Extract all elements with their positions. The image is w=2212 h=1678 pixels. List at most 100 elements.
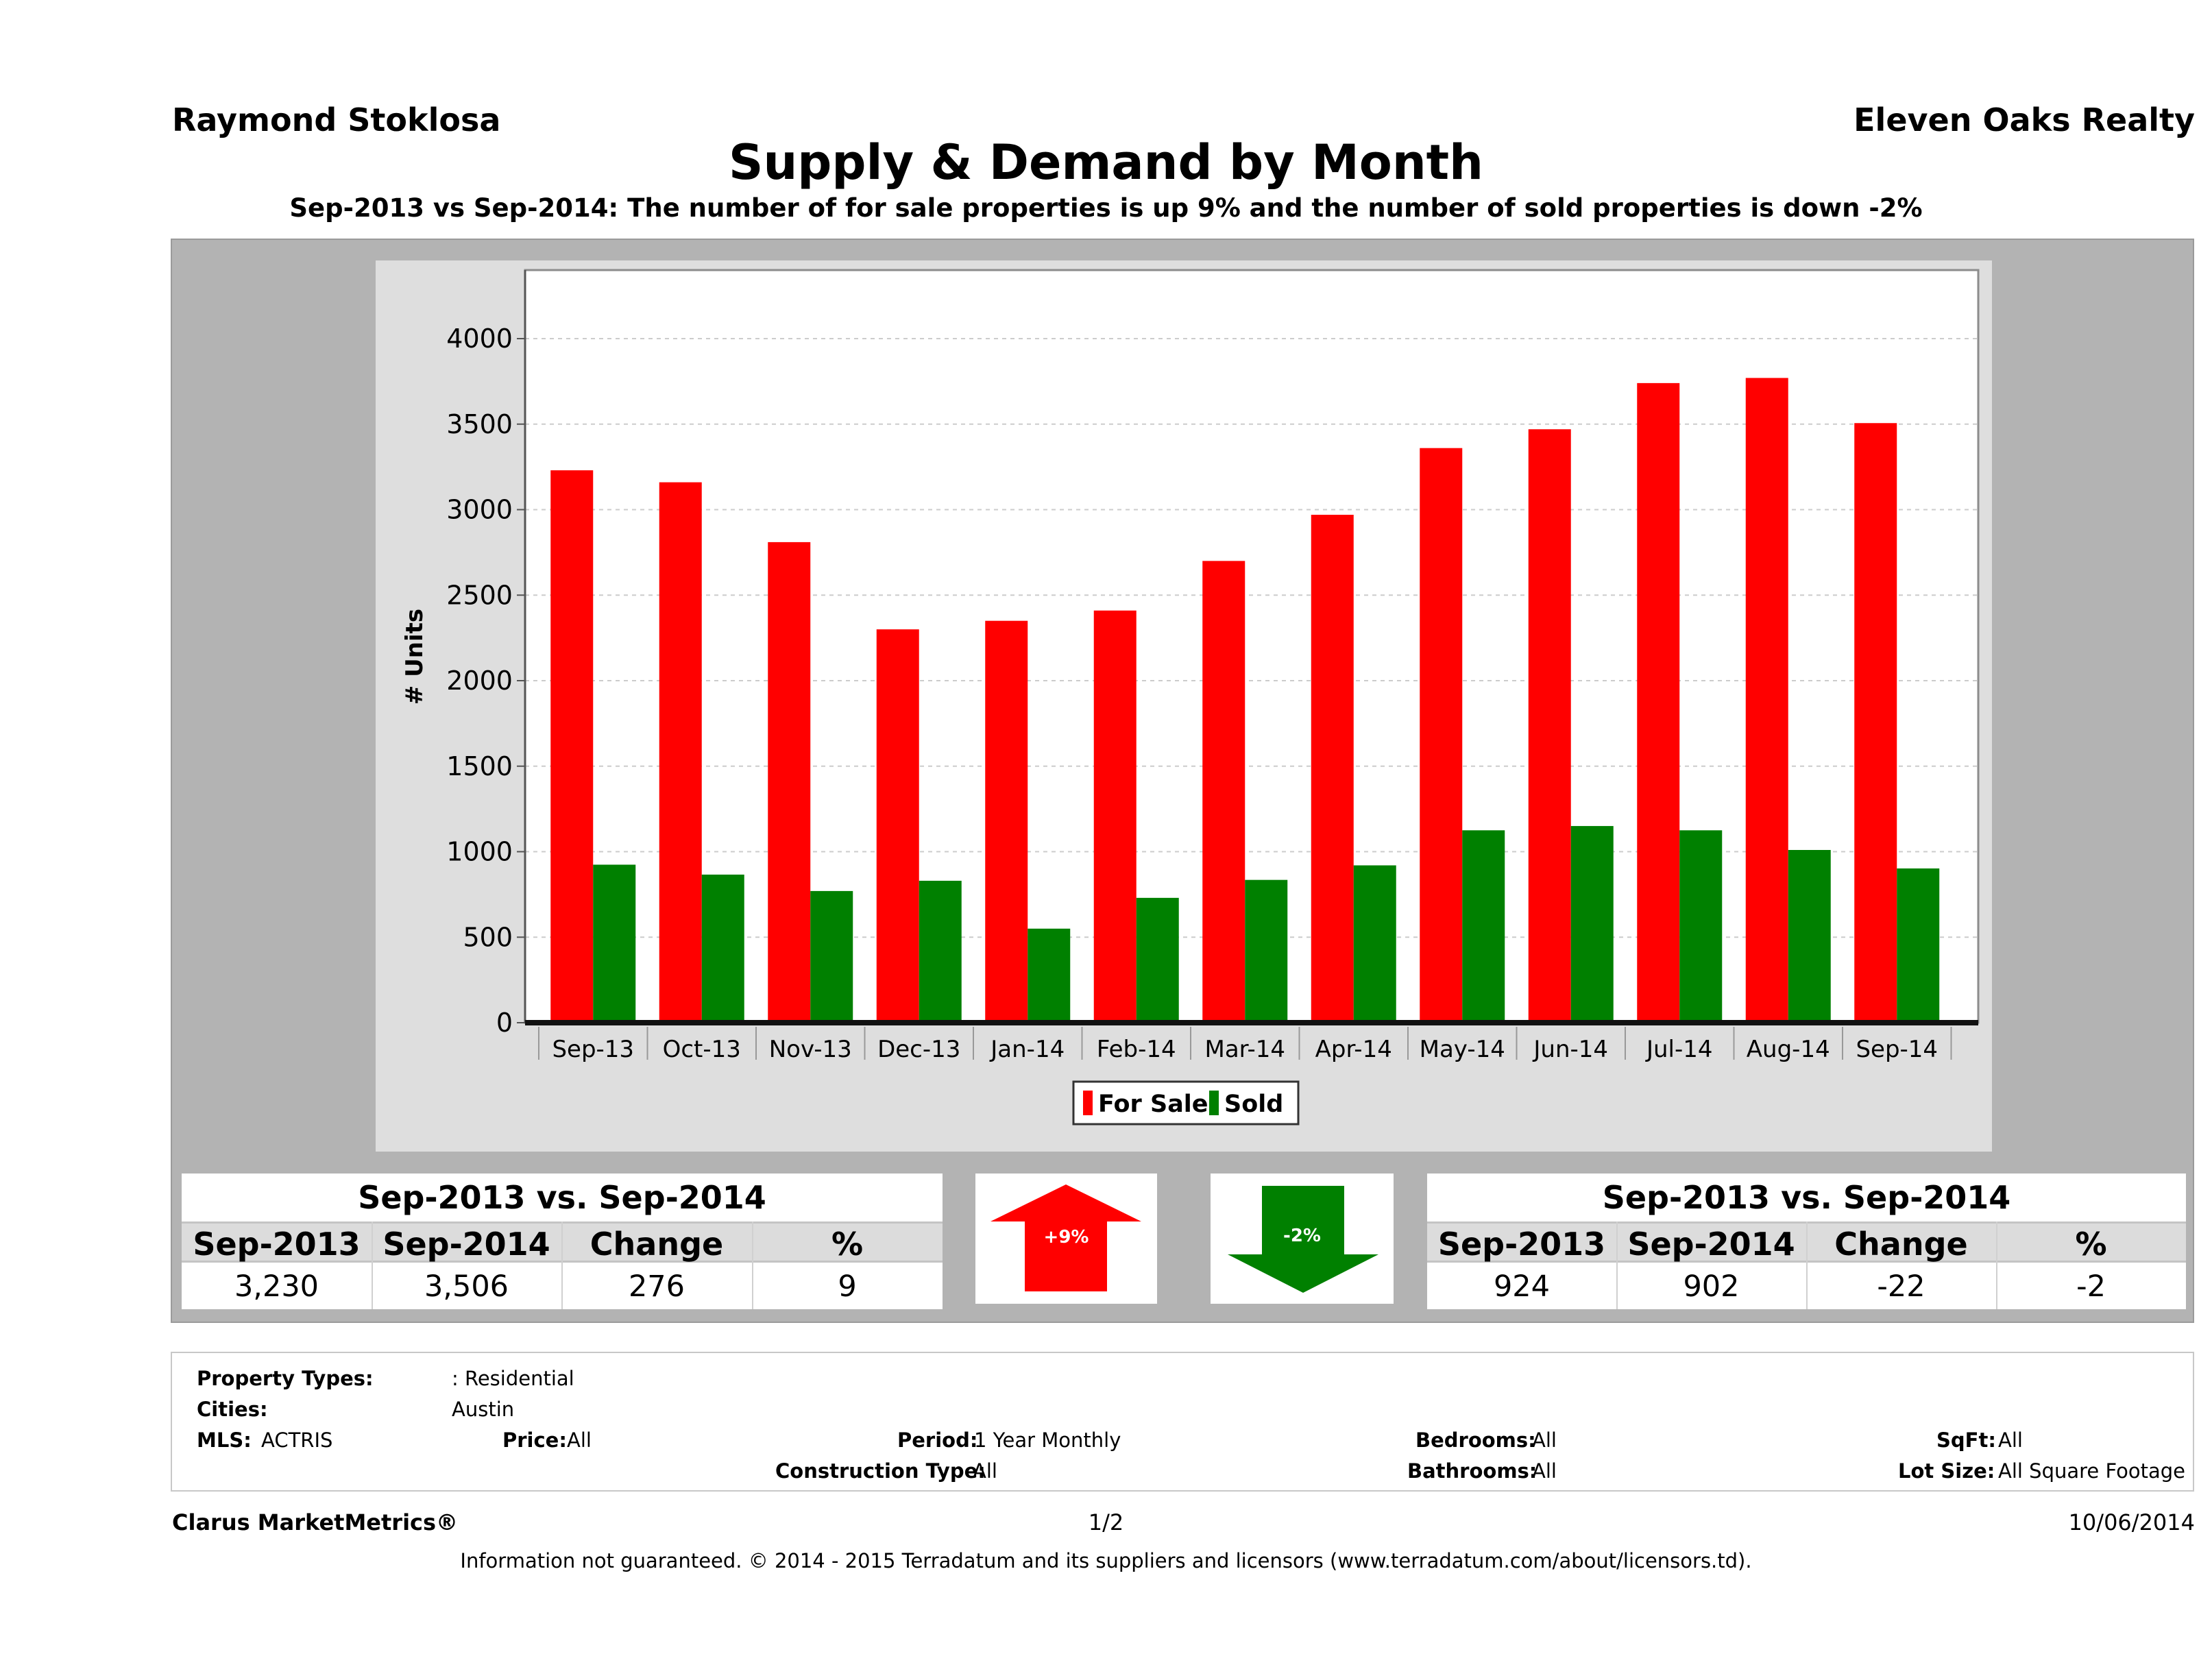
y-tick-label: 2500 [446, 580, 513, 610]
x-tick-label: Mar-14 [1204, 1036, 1285, 1063]
bar-sold-sep-13 [593, 864, 636, 1023]
bar-for-sale-dec-13 [876, 629, 919, 1023]
property-types-value: : Residential [452, 1367, 574, 1390]
for-sale-value-change: 276 [628, 1269, 685, 1304]
disclaimer: Information not guaranteed. © 2014 - 201… [460, 1549, 1752, 1572]
for-sale-col-sep-2014: Sep-2014 [382, 1226, 550, 1263]
mls-value: ACTRIS [261, 1428, 333, 1452]
down-arrow-icon [1228, 1186, 1378, 1293]
bar-sold-oct-13 [701, 874, 744, 1023]
for-sale-value-sep-2014: 3,506 [424, 1269, 509, 1304]
bar-for-sale-oct-13 [659, 482, 702, 1023]
bar-for-sale-jul-14 [1637, 382, 1680, 1023]
product-name: Clarus MarketMetrics® [172, 1509, 459, 1535]
y-axis-label: # Units [401, 609, 428, 705]
sold-col-sep-2013: Sep-2013 [1437, 1226, 1606, 1263]
bar-for-sale-feb-14 [1093, 610, 1137, 1023]
legend-label-sold: Sold [1224, 1091, 1283, 1118]
page-title: Supply & Demand by Month [729, 134, 1483, 191]
x-tick-label: Sep-13 [552, 1036, 634, 1063]
for-sale-value-percent: 9 [838, 1269, 857, 1304]
y-tick-label: 1000 [446, 837, 513, 867]
sold-value-sep-2014: 902 [1683, 1269, 1740, 1304]
page-subtitle: Sep-2013 vs Sep-2014: The number of for … [289, 193, 1923, 223]
brokerage-name: Eleven Oaks Realty [1854, 101, 2195, 138]
bar-for-sale-jan-14 [985, 620, 1028, 1023]
for-sale-col-percent: % [831, 1226, 864, 1263]
legend: For Sale Sold [1072, 1080, 1300, 1126]
sold-stats-heading: Sep-2013 vs. Sep-2014 [1602, 1179, 2011, 1216]
bar-for-sale-sep-13 [550, 470, 594, 1023]
bar-for-sale-sep-14 [1854, 423, 1897, 1023]
bedrooms-value: All [1532, 1428, 1557, 1452]
divider [752, 1221, 753, 1309]
sold-value-percent: -2 [2076, 1269, 2106, 1304]
bar-sold-nov-13 [810, 890, 853, 1023]
legend-box [1072, 1080, 1300, 1126]
sqft-value: All [1998, 1428, 2023, 1452]
x-tick-label: Feb-14 [1097, 1036, 1176, 1063]
x-tick-label: Apr-14 [1315, 1036, 1392, 1063]
for-sale-col-change: Change [590, 1226, 724, 1263]
sqft-label: SqFt: [1936, 1428, 1996, 1452]
x-tick-label: Aug-14 [1747, 1036, 1830, 1063]
price-label: Price: [502, 1428, 567, 1452]
sold-stats-table: Sep-2013 vs. Sep-2014 Sep-2013 Sep-2014 … [1427, 1174, 2186, 1309]
y-tick-label: 4000 [446, 324, 513, 354]
report-date: 10/06/2014 [2068, 1509, 2195, 1535]
for-sale-value-sep-2013: 3,230 [234, 1269, 319, 1304]
bathrooms-label: Bathrooms: [1407, 1459, 1538, 1483]
bar-for-sale-nov-13 [768, 542, 811, 1023]
bar-sold-feb-14 [1136, 897, 1179, 1023]
for-sale-stats-table: Sep-2013 vs. Sep-2014 Sep-2013 Sep-2014 … [182, 1174, 943, 1309]
legend-label-for-sale: For Sale [1098, 1091, 1208, 1118]
y-tick-label: 2000 [446, 666, 513, 696]
for-sale-stats-heading: Sep-2013 vs. Sep-2014 [358, 1179, 766, 1216]
x-tick-label: Nov-13 [769, 1036, 852, 1063]
bar-for-sale-mar-14 [1202, 561, 1245, 1023]
sold-col-percent: % [2075, 1226, 2107, 1263]
bar-for-sale-aug-14 [1745, 378, 1788, 1023]
divider [372, 1221, 373, 1309]
sold-change-badge: -2% [1211, 1174, 1394, 1304]
bedrooms-label: Bedrooms: [1415, 1428, 1536, 1452]
y-tick-label: 500 [463, 922, 513, 952]
x-tick-label: Jul-14 [1645, 1036, 1713, 1063]
sold-badge-label: -2% [1283, 1226, 1321, 1246]
x-tick-label: Sep-14 [1856, 1036, 1938, 1063]
sold-col-sep-2014: Sep-2014 [1627, 1226, 1795, 1263]
bar-sold-jan-14 [1028, 928, 1071, 1023]
bar-for-sale-may-14 [1420, 448, 1463, 1023]
price-value: All [567, 1428, 592, 1452]
construction-type-label: Construction Type: [775, 1459, 986, 1483]
period-value: 1 Year Monthly [974, 1428, 1121, 1452]
x-tick-label: Dec-13 [877, 1036, 960, 1063]
bar-for-sale-apr-14 [1311, 514, 1354, 1023]
lot-size-value: All Square Footage [1998, 1459, 2186, 1483]
y-tick-label: 3500 [446, 409, 513, 439]
divider [561, 1221, 563, 1309]
sold-col-change: Change [1834, 1226, 1968, 1263]
x-tick-label: Oct-13 [663, 1036, 741, 1063]
cities-label: Cities: [197, 1398, 268, 1421]
construction-type-value: All [973, 1459, 997, 1483]
bathrooms-value: All [1532, 1459, 1557, 1483]
bar-for-sale-jun-14 [1528, 429, 1571, 1023]
x-tick-label: Jun-14 [1532, 1036, 1608, 1063]
for-sale-col-sep-2013: Sep-2013 [193, 1226, 361, 1263]
sold-value-change: -22 [1877, 1269, 1925, 1304]
y-tick-label: 0 [496, 1008, 513, 1038]
page-number: 1/2 [1088, 1509, 1124, 1535]
up-arrow-icon [990, 1184, 1141, 1291]
mls-label: MLS: [197, 1428, 252, 1452]
bar-chart: 0 500 1000 1500 2000 2500 3000 3500 4000 Sep-13 O… [376, 260, 1992, 1152]
bar-sold-sep-14 [1897, 868, 1940, 1023]
divider [1996, 1221, 1997, 1309]
bar-sold-mar-14 [1245, 879, 1288, 1023]
bar-sold-dec-13 [919, 880, 962, 1023]
cities-value: Austin [452, 1398, 515, 1421]
y-tick-label: 3000 [446, 495, 513, 525]
for-sale-badge-label: +9% [1043, 1227, 1089, 1248]
bar-sold-may-14 [1462, 830, 1505, 1023]
bar-sold-jul-14 [1679, 830, 1723, 1023]
